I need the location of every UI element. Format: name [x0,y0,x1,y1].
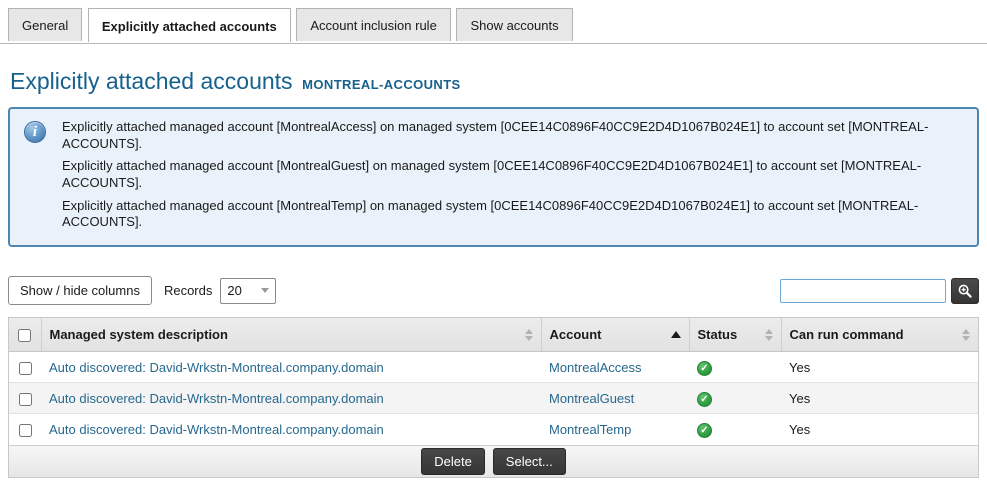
page-context-label: MONTREAL-ACCOUNTS [302,77,461,92]
records-label: Records [163,283,213,299]
table-row: Auto discovered: David-Wrkstn-Montreal.c… [9,382,978,414]
managed-system-link[interactable]: Auto discovered: David-Wrkstn-Montreal.c… [49,390,384,406]
table-header-row: Managed system description Account Statu… [9,317,978,353]
chevron-down-icon [261,288,270,294]
account-link[interactable]: MontrealAccess [549,359,642,375]
can-run-command-value: Yes [781,413,978,445]
show-hide-columns-button[interactable]: Show / hide columns [8,276,152,306]
info-message: Explicitly attached managed account [Mon… [62,158,922,190]
managed-system-link[interactable]: Auto discovered: David-Wrkstn-Montreal.c… [49,422,384,437]
info-message: Explicitly attached managed account [Mon… [62,119,929,151]
records-select[interactable]: 20 [220,277,277,304]
select-all-checkbox[interactable] [18,329,32,343]
search-button[interactable] [951,277,979,304]
sort-icon [524,328,533,341]
row-checkbox[interactable] [18,392,32,406]
status-ok-icon: ✓ [697,360,712,376]
search-input[interactable] [780,278,946,303]
table-row: Auto discovered: David-Wrkstn-Montreal.c… [9,413,978,445]
sort-icon [764,328,773,341]
select-button[interactable]: Select... [492,447,566,475]
row-checkbox[interactable] [18,424,32,438]
column-header-managed-system-description[interactable]: Managed system description [40,317,541,353]
info-message: Explicitly attached managed account [Mon… [62,197,919,230]
title-bar: Explicitly attached accounts MONTREAL-AC… [10,68,977,95]
status-ok-icon: ✓ [697,391,712,407]
table-footer: Delete Select... [9,444,978,477]
tab-account-inclusion-rule[interactable]: Account inclusion rule [296,8,451,41]
sort-icon [962,328,970,341]
column-header-status[interactable]: Status [688,317,781,353]
column-header-account[interactable]: Account [540,317,689,353]
info-icon: i [24,121,46,143]
tab-show-accounts[interactable]: Show accounts [456,8,573,41]
accounts-table: Managed system description Account Statu… [8,316,979,478]
managed-system-link[interactable]: Auto discovered: David-Wrkstn-Montreal.c… [49,359,384,375]
tab-general[interactable]: General [8,8,83,41]
page-title: Explicitly attached accounts [10,68,293,94]
sort-asc-icon [670,331,681,338]
row-checkbox[interactable] [18,361,32,375]
account-link[interactable]: MontrealGuest [549,390,635,406]
account-link[interactable]: MontrealTemp [549,422,632,437]
info-box: i Explicitly attached managed account [M… [8,107,979,247]
records-select-value: 20 [227,283,242,299]
tab-bar: General Explicitly attached accounts Acc… [0,0,987,44]
column-header-can-run-command[interactable]: Can run command [780,317,978,353]
table-row: Auto discovered: David-Wrkstn-Montreal.c… [9,351,978,383]
delete-button[interactable]: Delete [421,447,485,475]
search-zoom-icon [958,284,972,298]
table-toolbar: Show / hide columns Records 20 [8,276,979,306]
can-run-command-value: Yes [781,351,978,383]
status-ok-icon: ✓ [697,423,712,438]
can-run-command-value: Yes [781,382,978,414]
tab-explicitly-attached-accounts[interactable]: Explicitly attached accounts [87,8,291,42]
